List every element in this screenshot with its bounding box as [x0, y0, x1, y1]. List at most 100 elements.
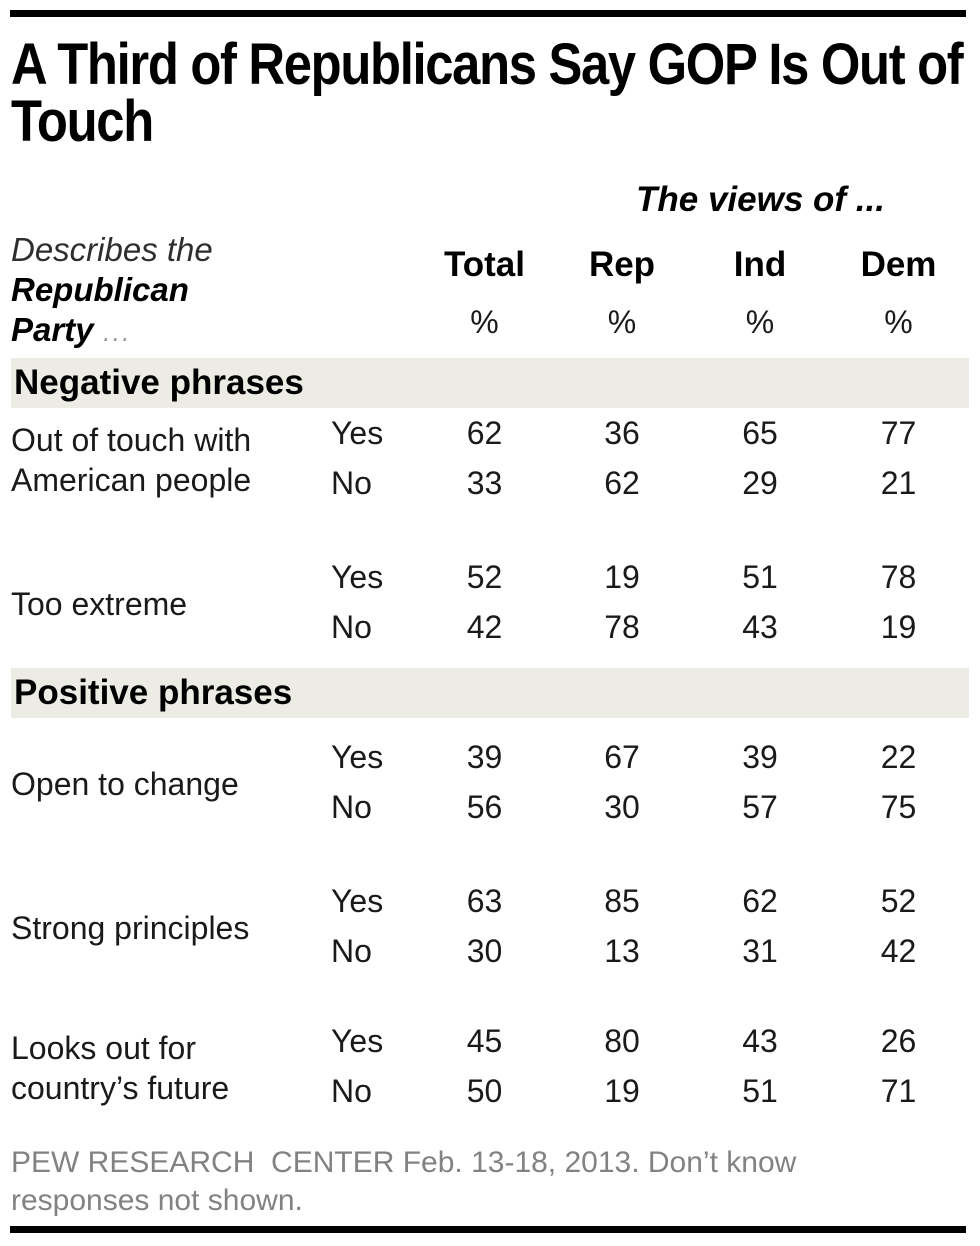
- value-cell: 77: [880, 414, 917, 451]
- value-cell: 33: [466, 464, 503, 501]
- col-header-rep: Rep: [588, 245, 656, 284]
- yes-label: Yes: [331, 558, 384, 595]
- value-cell: 78: [880, 558, 917, 595]
- no-label: No: [331, 932, 372, 969]
- row-header-line2: Republican: [11, 271, 189, 308]
- table-row: No 33 62 29 21: [11, 458, 969, 508]
- spacer: [11, 718, 969, 732]
- value-cell: 43: [742, 1022, 778, 1059]
- percent-row: % % % %: [11, 302, 969, 358]
- percent-ind: %: [745, 304, 775, 340]
- phrase-label: Open to change: [11, 766, 239, 802]
- spacer: [11, 652, 969, 668]
- yes-label: Yes: [331, 1022, 384, 1059]
- value-cell: 29: [742, 464, 778, 501]
- section-label-positive: Positive phrases: [11, 668, 969, 718]
- yes-label: Yes: [331, 738, 384, 775]
- no-label: No: [331, 1072, 372, 1109]
- col-header-dem: Dem: [860, 245, 937, 284]
- col-header-ind: Ind: [733, 245, 787, 284]
- value-cell: 31: [742, 932, 778, 969]
- value-cell: 26: [880, 1022, 917, 1059]
- views-of-row: The views of ...: [11, 164, 969, 228]
- top-rule: [10, 10, 966, 17]
- value-cell: 45: [466, 1022, 503, 1059]
- views-of-spacer: [11, 164, 552, 228]
- spacer-row: [11, 652, 969, 668]
- col-header-total: Total: [443, 245, 525, 284]
- value-cell: 51: [742, 1072, 778, 1109]
- value-cell: 51: [742, 558, 778, 595]
- table-row: Strong principles Yes 63 85 62 52: [11, 876, 969, 947]
- spacer: [11, 832, 969, 876]
- value-cell: 19: [604, 558, 640, 595]
- value-cell: 75: [880, 788, 917, 825]
- value-cell: 13: [604, 932, 640, 969]
- spacer: [11, 976, 969, 1016]
- table-row: No 50 19 51 71: [11, 1066, 969, 1116]
- column-group-header: The views of ...: [636, 180, 885, 219]
- value-cell: 30: [466, 932, 503, 969]
- table-row: No 56 30 57 75: [11, 782, 969, 832]
- value-cell: 71: [880, 1072, 917, 1109]
- spacer-row: [11, 508, 969, 552]
- yes-label: Yes: [331, 414, 384, 451]
- column-header-row: Describes the Republican Party ... Total…: [11, 228, 969, 348]
- phrase-label: Looks out for country’s future: [11, 1030, 230, 1106]
- value-cell: 65: [742, 414, 778, 451]
- value-cell: 39: [466, 738, 503, 775]
- value-cell: 62: [742, 882, 778, 919]
- spacer-row: [11, 718, 969, 732]
- value-cell: 57: [742, 788, 778, 825]
- value-cell: 62: [604, 464, 640, 501]
- survey-table: The views of ... Describes the Republica…: [11, 164, 969, 1116]
- bottom-rule: [10, 1226, 966, 1233]
- value-cell: 30: [604, 788, 640, 825]
- value-cell: 50: [466, 1072, 503, 1109]
- value-cell: 67: [604, 738, 640, 775]
- section-header-positive: Positive phrases: [11, 668, 969, 718]
- value-cell: 22: [880, 738, 917, 775]
- value-cell: 78: [604, 608, 640, 645]
- no-label: No: [331, 608, 372, 645]
- table-row: Out of touch with American people Yes 62…: [11, 408, 969, 499]
- value-cell: 21: [880, 464, 917, 501]
- table-row: No 30 13 31 42: [11, 926, 969, 976]
- value-cell: 80: [604, 1022, 640, 1059]
- value-cell: 62: [466, 414, 503, 451]
- value-cell: 36: [604, 414, 640, 451]
- value-cell: 19: [604, 1072, 640, 1109]
- value-cell: 85: [604, 882, 640, 919]
- value-cell: 42: [880, 932, 917, 969]
- row-group-header: Describes the Republican Party ...: [11, 228, 417, 358]
- value-cell: 43: [742, 608, 778, 645]
- no-label: No: [331, 788, 372, 825]
- phrase-label: Too extreme: [11, 586, 188, 622]
- spacer-row: [11, 976, 969, 1016]
- page-title: A Third of Republicans Say GOP Is Out of…: [11, 32, 964, 154]
- phrase-label: Out of touch with American people: [11, 422, 252, 498]
- value-cell: 39: [742, 738, 778, 775]
- section-header-negative: Negative phrases: [11, 358, 969, 408]
- spacer-row: [11, 832, 969, 876]
- percent-total: %: [470, 304, 499, 340]
- row-header-ellipsis: ...: [93, 317, 132, 347]
- percent-dem: %: [884, 304, 913, 340]
- row-header-line1: Describes the: [11, 231, 213, 268]
- value-cell: 52: [466, 558, 503, 595]
- value-cell: 63: [466, 882, 503, 919]
- table-row: No 42 78 43 19: [11, 602, 969, 652]
- phrase-label: Strong principles: [11, 910, 250, 946]
- no-label: No: [331, 464, 372, 501]
- value-cell: 19: [880, 608, 917, 645]
- value-cell: 42: [466, 608, 503, 645]
- table-row: Open to change Yes 39 67 39 22: [11, 732, 969, 803]
- value-cell: 56: [466, 788, 503, 825]
- spacer: [11, 508, 969, 552]
- row-header-line3: Party: [11, 311, 94, 348]
- table-row: Looks out for country’s future Yes 45 80…: [11, 1016, 969, 1107]
- percent-rep: %: [607, 304, 637, 340]
- source-note: PEW RESEARCH CENTER Feb. 13-18, 2013. Do…: [11, 1146, 805, 1217]
- value-cell: 52: [880, 882, 917, 919]
